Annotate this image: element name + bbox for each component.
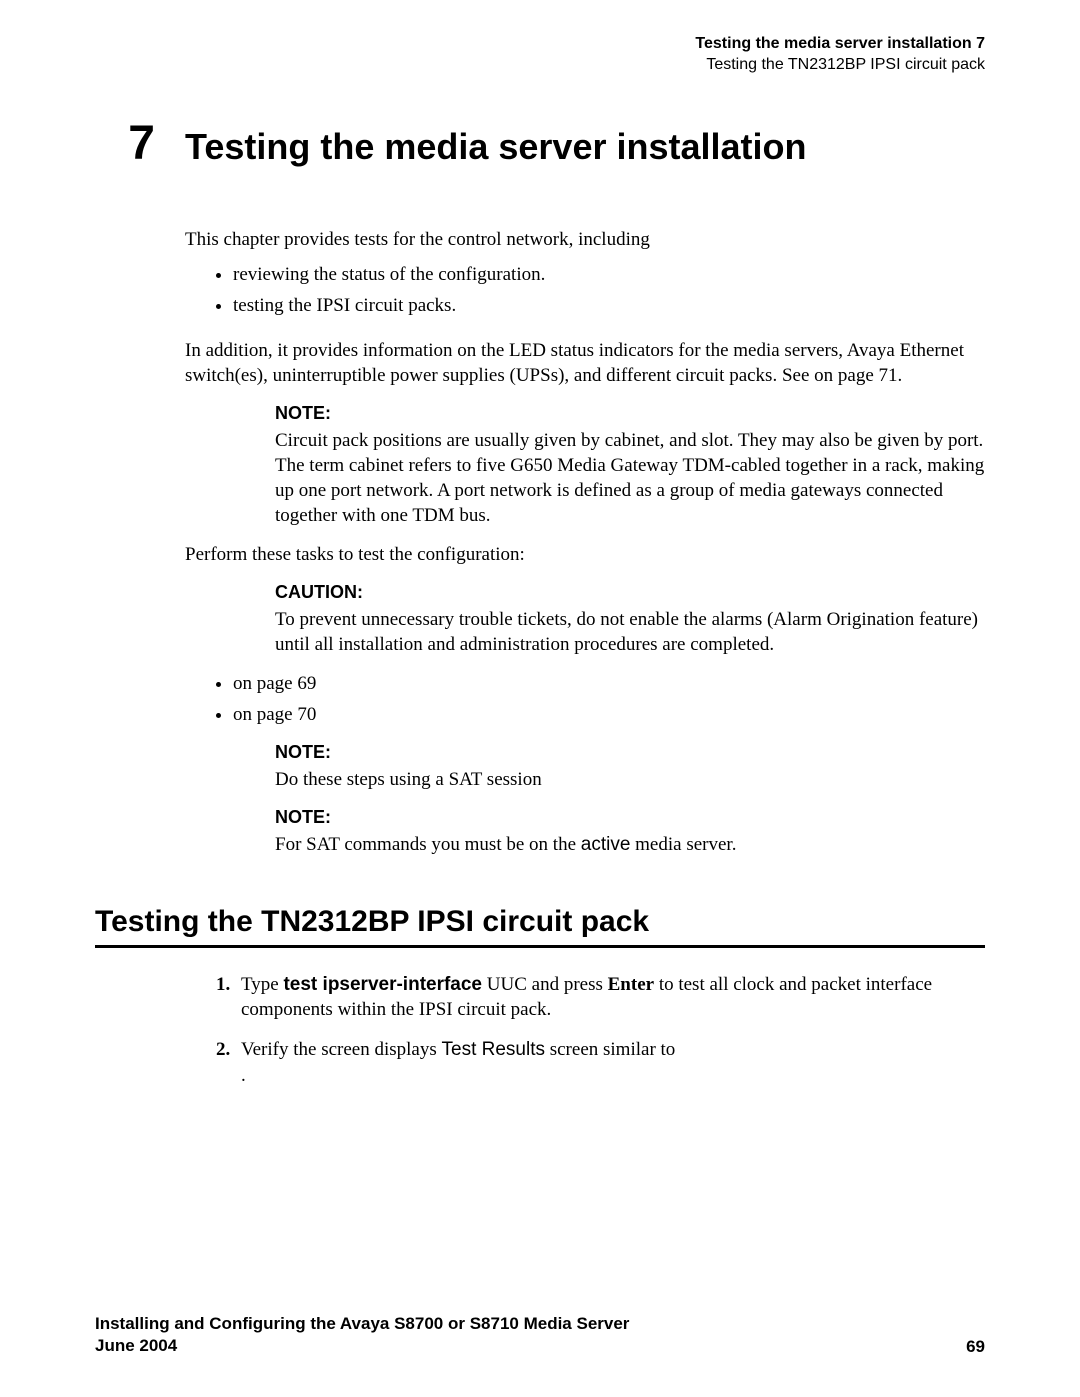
note-3-b: media server.: [630, 834, 736, 855]
link-bullet-2: on page 70: [233, 702, 985, 727]
header-line-2: Testing the TN2312BP IPSI circuit pack: [95, 55, 985, 76]
note-2-label: NOTE:: [275, 741, 985, 765]
note-3: NOTE: For SAT commands you must be on th…: [275, 806, 985, 857]
link-bullets: on page 69 on page 70: [185, 671, 985, 727]
step-1-b: UUC and press: [482, 974, 608, 995]
link-bullet-1: on page 69: [233, 671, 985, 696]
perform-text: Perform these tasks to test the configur…: [185, 542, 985, 567]
note-3-bold: active: [581, 834, 631, 855]
footer-left: Installing and Configuring the Avaya S87…: [95, 1313, 629, 1357]
note-1-body: Circuit pack positions are usually given…: [275, 428, 985, 528]
intro-block: This chapter provides tests for the cont…: [185, 227, 985, 528]
footer-title: Installing and Configuring the Avaya S87…: [95, 1313, 629, 1335]
chapter-heading: 7 Testing the media server installation: [95, 116, 985, 171]
footer-page-number: 69: [966, 1337, 985, 1357]
chapter-title: Testing the media server installation: [185, 126, 807, 168]
caution-body: To prevent unnecessary trouble tickets, …: [275, 607, 985, 657]
step-2-a: Verify the screen displays: [241, 1039, 442, 1060]
step-1-enter: Enter: [608, 974, 654, 995]
note-3-body: For SAT commands you must be on the acti…: [275, 832, 985, 857]
page: Testing the media server installation 7 …: [0, 0, 1080, 1397]
intro-p2: In addition, it provides information on …: [185, 338, 985, 388]
perform-line: Perform these tasks to test the configur…: [185, 542, 985, 857]
note-1: NOTE: Circuit pack positions are usually…: [275, 402, 985, 528]
intro-p2-on: on page 71.: [814, 365, 902, 386]
footer: Installing and Configuring the Avaya S87…: [95, 1313, 985, 1357]
section-title: Testing the TN2312BP IPSI circuit pack: [95, 905, 985, 939]
step-2-scr: Test Results: [442, 1039, 545, 1060]
step-1: Type test ipserver-interface UUC and pre…: [235, 972, 985, 1023]
note-2-body: Do these steps using a SAT session: [275, 767, 985, 792]
step-1-cmd: test ipserver-interface: [283, 974, 482, 995]
footer-date: June 2004: [95, 1335, 629, 1357]
header-line-1: Testing the media server installation 7: [95, 34, 985, 55]
note-3-a: For SAT commands you must be on the: [275, 834, 581, 855]
chapter-number: 7: [95, 116, 185, 171]
intro-bullet-1: reviewing the status of the configuratio…: [233, 262, 985, 287]
intro-p1: This chapter provides tests for the cont…: [185, 227, 985, 252]
caution: CAUTION: To prevent unnecessary trouble …: [275, 581, 985, 657]
section-rule: [95, 945, 985, 948]
running-header: Testing the media server installation 7 …: [95, 34, 985, 76]
note-1-label: NOTE:: [275, 402, 985, 426]
note-3-label: NOTE:: [275, 806, 985, 830]
steps-list: Type test ipserver-interface UUC and pre…: [185, 972, 985, 1089]
step-2: Verify the screen displays Test Results …: [235, 1037, 985, 1088]
step-2-b: screen similar to: [545, 1039, 675, 1060]
step-2-dot: .: [241, 1065, 246, 1086]
intro-bullets: reviewing the status of the configuratio…: [185, 262, 985, 318]
note-2: NOTE: Do these steps using a SAT session: [275, 741, 985, 792]
step-1-a: Type: [241, 974, 283, 995]
intro-bullet-2: testing the IPSI circuit packs.: [233, 293, 985, 318]
caution-label: CAUTION:: [275, 581, 985, 605]
